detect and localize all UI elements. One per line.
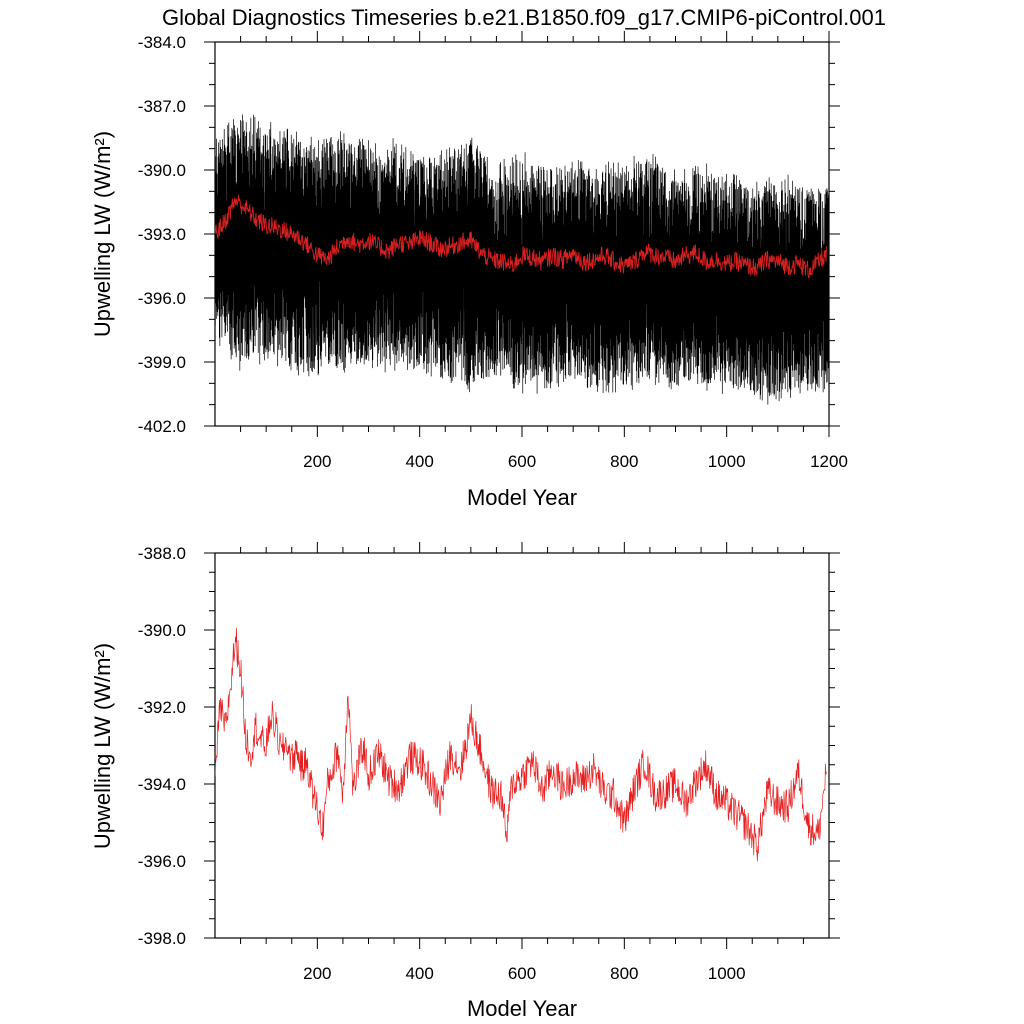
x-tick-label: 200 (303, 964, 331, 983)
x-tick-label: 400 (405, 964, 433, 983)
y-tick-label: -390.0 (138, 621, 186, 640)
x-tick-label: 800 (610, 452, 638, 471)
y-tick-label: -384.0 (138, 33, 186, 52)
plot-area (215, 114, 829, 405)
y-tick-label: -396.0 (138, 289, 186, 308)
x-tick-label: 600 (508, 452, 536, 471)
y-axis-label: Upwelling LW (W/m²) (90, 643, 115, 849)
x-tick-label: 1000 (708, 452, 746, 471)
y-tick-label: -398.0 (138, 929, 186, 948)
panel-annual-mean-timeseries: -398.0 -396.0 -394.0 -392.0 -390.0 -388.0 200 4… (90, 542, 840, 1021)
x-tick-label: 600 (508, 964, 536, 983)
y-tick-label: -394.0 (138, 775, 186, 794)
y-axis-label: Upwelling LW (W/m²) (90, 131, 115, 337)
y-tick-label: -390.0 (138, 161, 186, 180)
y-tick-label: -387.0 (138, 97, 186, 116)
y-tick-label: -393.0 (138, 225, 186, 244)
series-monthly-line (215, 114, 829, 405)
panel-monthly-timeseries: -402.0 -399.0 -396.0 -393.0 -390.0 -387.0 -384… (90, 31, 848, 510)
y-tick-label: -392.0 (138, 698, 186, 717)
x-tick-label: 1000 (708, 964, 746, 983)
figure-title: Global Diagnostics Timeseries b.e21.B185… (162, 5, 886, 30)
y-tick-label: -396.0 (138, 852, 186, 871)
plot-area (215, 627, 827, 862)
y-tick-label: -388.0 (138, 544, 186, 563)
y-tick-label: -402.0 (138, 417, 186, 436)
x-tick-label: 1200 (810, 452, 848, 471)
x-tick-label: 800 (610, 964, 638, 983)
x-tick-label: 400 (405, 452, 433, 471)
y-tick-label: -399.0 (138, 353, 186, 372)
x-tick-label: 200 (303, 452, 331, 471)
plot-frame (214, 552, 830, 939)
series-annual-mean-line (215, 194, 827, 279)
x-axis-label: Model Year (467, 996, 577, 1021)
series-annual-mean-line (215, 627, 827, 862)
axis-ticks: -402.0 -399.0 -396.0 -393.0 -390.0 -387.0 -384… (138, 31, 848, 471)
axis-ticks: -398.0 -396.0 -394.0 -392.0 -390.0 -388.0 200 4… (138, 542, 840, 983)
x-axis-label: Model Year (467, 485, 577, 510)
